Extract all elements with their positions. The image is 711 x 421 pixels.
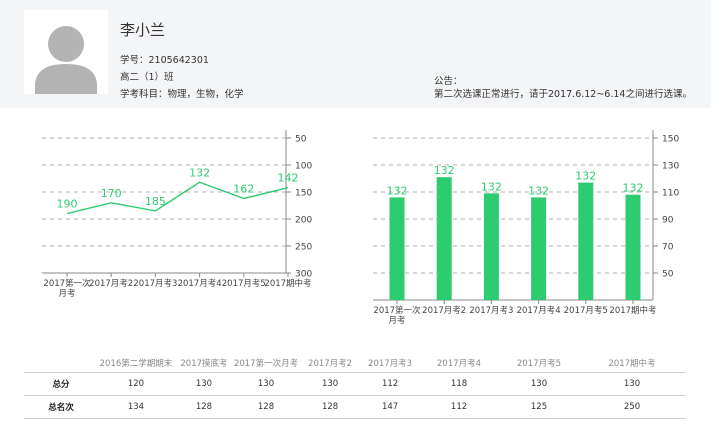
avatar: [24, 10, 108, 94]
data-label: 190: [57, 198, 78, 211]
bar: [531, 197, 547, 300]
x-tick-label: 月考: [388, 316, 405, 326]
table-cell: 120: [127, 379, 145, 389]
series-line: [66, 181, 289, 215]
student-class: 高二（1）班: [120, 72, 174, 83]
x-tick-label: 2017期中考: [609, 305, 656, 316]
y-tick-label: 300: [295, 270, 312, 280]
table-cell: 130: [530, 379, 548, 389]
x-tick-label: 2017月考2: [89, 279, 133, 289]
y-tick-label: 150: [295, 189, 312, 199]
student-subjects: 学考科目：物理，生物，化学: [120, 89, 244, 100]
y-tick-label: 50: [662, 270, 674, 280]
y-tick-label: 200: [295, 216, 312, 226]
profile-header: 李小兰 学号：2105642301 高二（1）班 学考科目：物理，生物，化学 公…: [0, 0, 711, 108]
y-tick-label: 50: [295, 135, 307, 145]
table-row: 总名次 134 128 128 128 147 112 125 250: [24, 395, 686, 419]
table-row-header: 总分: [52, 380, 70, 390]
rank-line-chart: 50 100 150 200 250 300 190 170 185 132 162 142 2017第…: [30, 128, 340, 328]
table-header-cell: 2016第二学期期末: [99, 359, 173, 369]
notice-title: 公告：: [434, 76, 463, 87]
rank-line-chart-svg: 50 100 150 200 250 300 190 170 185 132 162 142 2017第…: [42, 130, 312, 299]
y-tick-label: 250: [295, 243, 312, 253]
table-cell: 112: [381, 379, 399, 389]
table-header-cell: 2017月考4: [437, 359, 482, 369]
table-row-header: 总名次: [48, 403, 74, 413]
student-id: 学号：2105642301: [120, 55, 209, 66]
data-label: 142: [278, 172, 299, 185]
table-cell: 147: [381, 402, 399, 412]
data-label: 132: [434, 164, 455, 177]
table-cell: 134: [127, 402, 145, 412]
y-tick-label: 70: [662, 243, 674, 253]
x-tick-label: 2017月考3: [469, 306, 513, 316]
x-tick-label: 2017月考3: [133, 279, 177, 289]
x-tick-label: 2017第一次: [43, 278, 91, 289]
bar: [389, 197, 405, 300]
data-label: 132: [387, 184, 408, 197]
table-cell: 130: [195, 379, 213, 389]
table-header-cell: 2017月考5: [516, 359, 562, 369]
x-tick-label: 2017月考5: [222, 279, 266, 289]
score-bar-chart-svg: 50 70 90 110 130 150 132 132 132 132 132 132 2017第一次…: [373, 130, 679, 326]
notice-text: 第二次选课正常进行，请于2017.6.12~6.14之间进行选课。: [434, 89, 692, 100]
table-cell: 128: [257, 402, 275, 412]
table-header-cell: 2017摸底考: [180, 359, 228, 369]
table-cell: 130: [321, 379, 339, 389]
bar: [578, 182, 594, 300]
table-header-row: 2016第二学期期末 2017摸底考 2017第一次月考 2017月考2 201…: [24, 354, 686, 373]
y-tick-label: 110: [662, 189, 679, 199]
table-cell: 250: [623, 402, 641, 412]
table-cell: 130: [623, 379, 641, 389]
table-header-cell: 2017第一次月考: [233, 359, 299, 369]
y-tick-label: 130: [662, 162, 679, 172]
table-header-cell: 2017月考3: [368, 359, 413, 369]
x-tick-label: 2017第一次: [373, 305, 421, 316]
table-header-cell: 2017期中考: [608, 359, 656, 369]
table-cell: 125: [530, 402, 548, 412]
x-tick-label: 月考: [58, 289, 75, 299]
score-table: 2016第二学期期末 2017摸底考 2017第一次月考 2017月考2 201…: [24, 354, 686, 419]
table-cell: 112: [450, 402, 468, 412]
data-label: 132: [189, 166, 210, 179]
bar: [483, 193, 499, 300]
table-cell: 118: [450, 379, 468, 389]
table-header-cell: [24, 354, 98, 373]
y-tick-label: 150: [662, 135, 679, 145]
x-tick-label: 2017月考4: [178, 279, 222, 289]
data-label: 170: [101, 187, 122, 200]
score-bar-chart: 50 70 90 110 130 150 132 132 132 132 132 132 2017第一次…: [365, 128, 685, 328]
data-label: 132: [481, 180, 502, 193]
data-label: 162: [233, 182, 254, 195]
table-row: 总分 120 130 130 130 112 118 130 130: [24, 372, 686, 396]
user-silhouette-icon: [35, 26, 97, 94]
data-label: 185: [145, 195, 166, 208]
table-cell: 128: [321, 402, 339, 412]
bar: [436, 177, 452, 300]
table-header-cell: 2017月考2: [308, 359, 353, 369]
x-tick-label: 2017月考4: [517, 306, 561, 316]
data-label: 132: [575, 170, 596, 183]
student-name: 李小兰: [120, 21, 166, 39]
data-label: 132: [528, 184, 549, 197]
y-tick-label: 100: [295, 162, 312, 172]
y-tick-label: 90: [662, 216, 674, 226]
x-tick-label: 2017期中考: [264, 278, 311, 289]
bar: [625, 194, 641, 300]
table-cell: 128: [195, 402, 213, 412]
table-cell: 130: [257, 379, 275, 389]
x-tick-label: 2017月考5: [564, 306, 608, 316]
x-tick-label: 2017月考2: [422, 306, 466, 316]
data-label: 132: [623, 182, 644, 195]
